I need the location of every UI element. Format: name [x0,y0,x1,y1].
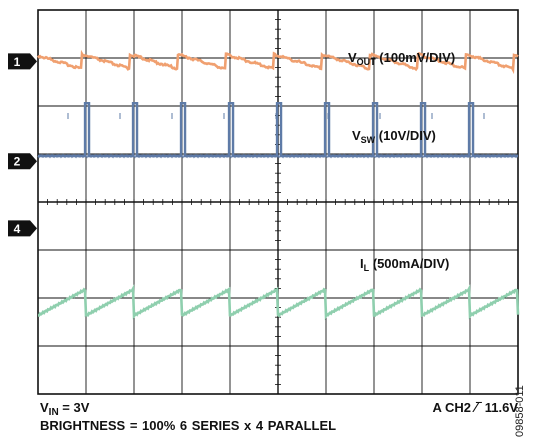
vsw-label: VSW (10V/DIV) [352,128,436,145]
settings-readout: BRIGHTNESS = 100% 6 SERIES x 4 PARALLEL [40,418,337,433]
trigger-readout: A CH2 ∕‾ 11.6V [432,400,518,415]
il-trace [37,284,520,321]
channel-marker-label: 1 [14,55,21,69]
vsw-trace-noise [37,153,519,159]
channel-markers: 1 2 4 [8,53,37,237]
scope-traces [36,49,520,321]
channel-marker-label: 4 [14,222,21,236]
channel-marker-label: 2 [14,155,21,169]
channel-marker-2 [8,153,37,170]
il-label: IL (500mA/DIV) [360,256,449,273]
channel-marker-4 [8,220,37,237]
vout-label: VOUT (100mV/DIV) [348,50,455,67]
vout-trace [36,49,519,75]
vin-readout: VIN = 3V [40,400,90,418]
channel-marker-1 [8,53,37,70]
figure-code: 09858-011 [514,385,526,437]
scope-grid [37,9,519,395]
vsw-trace [38,102,518,158]
